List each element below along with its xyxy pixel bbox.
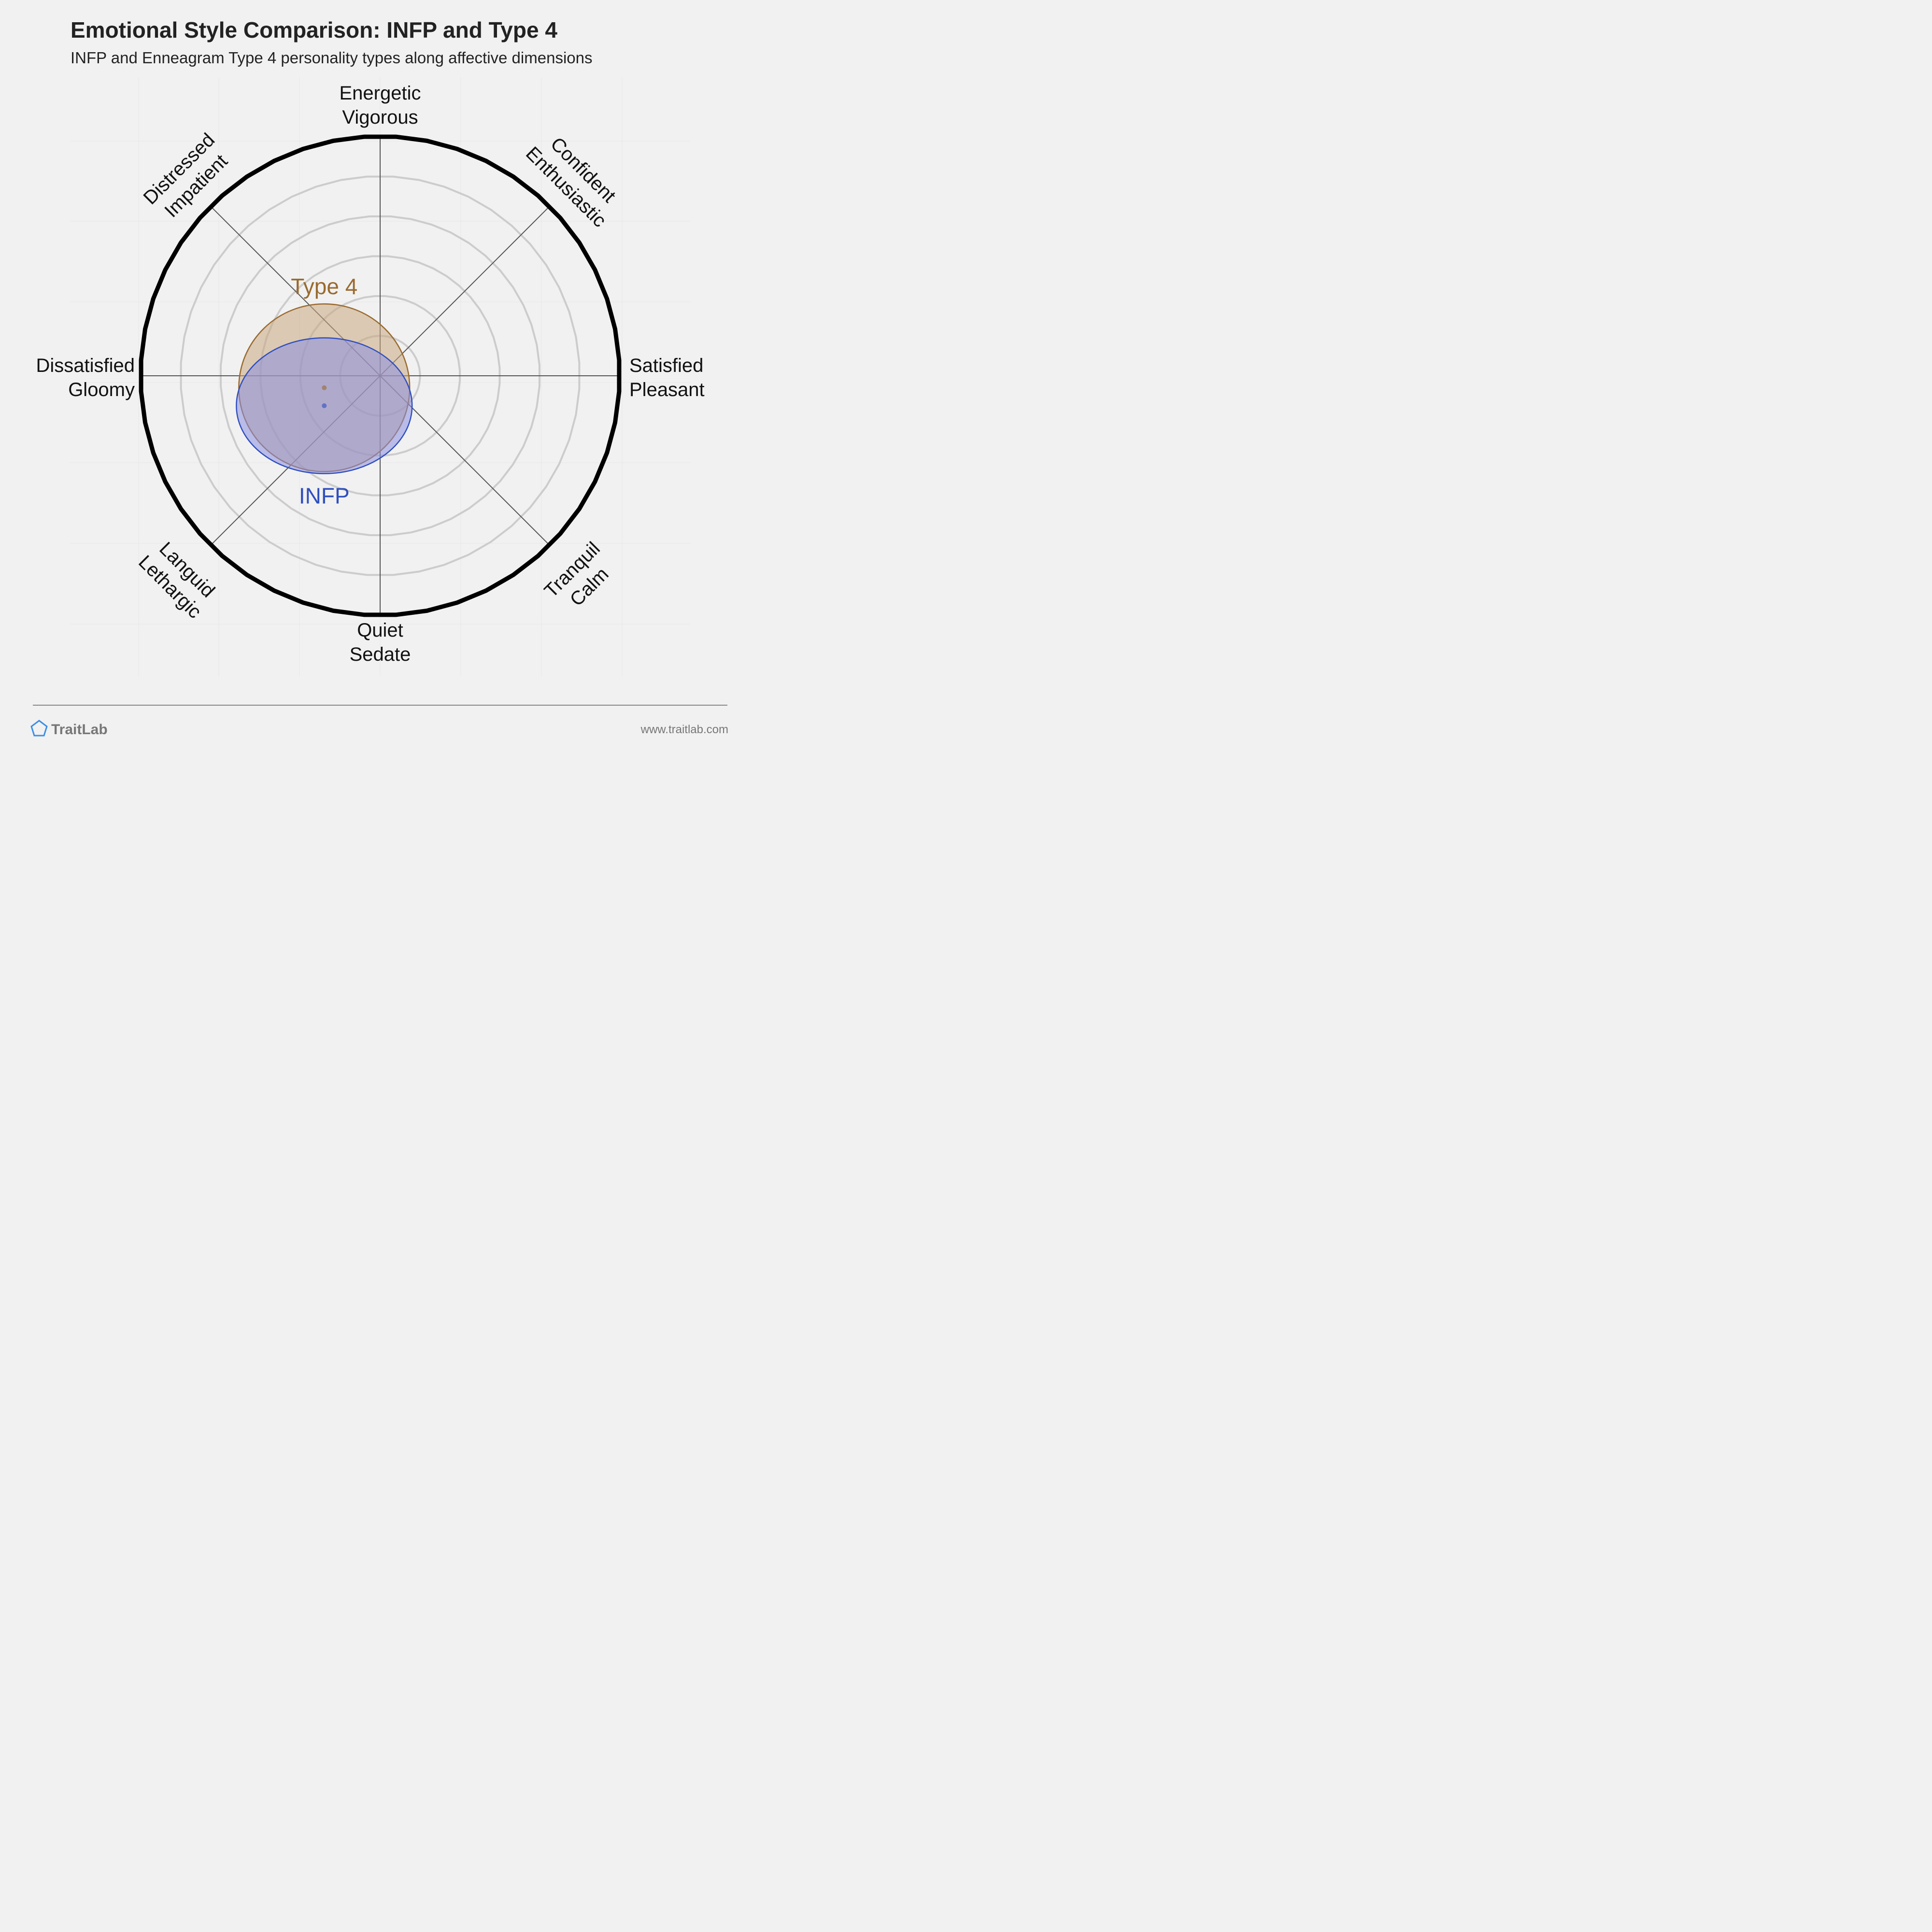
axis-label-text-confident: ConfidentEnthusiastic — [522, 126, 627, 231]
axis-label-text-tranquil: TranquilCalm — [540, 538, 622, 619]
axis-label-line-dissatisfied-1: Gloomy — [68, 379, 135, 400]
chart-subtitle: INFP and Enneagram Type 4 personality ty… — [71, 49, 592, 67]
axis-label-text-distressed: DistressedImpatient — [139, 129, 236, 226]
axis-label-line-satisfied-0: Satisfied — [629, 355, 703, 376]
series-label-type-4: Type 4 — [291, 274, 357, 299]
axis-label-line-energetic-1: Vigorous — [342, 107, 418, 128]
axis-label-text-languid: LanguidLethargic — [134, 534, 223, 623]
series-center-type-4 — [322, 385, 327, 390]
axis-label-quiet: Quiet Sedate — [350, 620, 411, 665]
footer-brand-name: TraitLab — [51, 722, 108, 738]
axis-label-line-quiet-1: Sedate — [350, 644, 411, 665]
axis-label-text-quiet: Quiet Sedate — [350, 620, 411, 665]
ring-5 — [180, 175, 581, 576]
pentagon-logo-icon — [30, 720, 48, 737]
outer-ring — [139, 134, 622, 617]
chart-title: Emotional Style Comparison: INFP and Typ… — [71, 17, 557, 43]
axis-label-text-energetic: Energetic Vigorous — [340, 83, 421, 128]
axis-label-line-energetic-0: Energetic — [340, 83, 421, 104]
axis-label-line-quiet-0: Quiet — [357, 620, 403, 641]
axis-label-line-satisfied-1: Pleasant — [629, 379, 705, 400]
axis-label-confident: ConfidentEnthusiastic — [522, 126, 627, 231]
axis-label-energetic: Energetic Vigorous — [340, 83, 421, 128]
axis-label-tranquil: TranquilCalm — [540, 538, 622, 619]
axis-label-text-dissatisfied: Dissatisfied Gloomy — [36, 355, 135, 400]
axis-label-satisfied: Satisfied Pleasant — [629, 355, 705, 400]
axis-label-text-satisfied: Satisfied Pleasant — [629, 355, 705, 400]
series-label-infp: INFP — [299, 483, 350, 509]
spoke-confident — [380, 206, 550, 376]
axis-label-distressed: DistressedImpatient — [139, 129, 236, 226]
footer-url[interactable]: www.traitlab.com — [640, 723, 728, 736]
axis-label-line-dissatisfied-0: Dissatisfied — [36, 355, 135, 376]
axis-label-dissatisfied: Dissatisfied Gloomy — [36, 355, 135, 400]
footer-brand: TraitLab — [30, 720, 108, 738]
series-center-infp — [322, 403, 327, 408]
chart: Emotional Style Comparison: INFP and Typ… — [30, 17, 728, 738]
axis-label-languid: LanguidLethargic — [134, 534, 223, 623]
ring-4 — [220, 215, 540, 536]
outer-ring-path — [139, 134, 622, 617]
series-layer: Type 4 INFP — [236, 274, 413, 509]
